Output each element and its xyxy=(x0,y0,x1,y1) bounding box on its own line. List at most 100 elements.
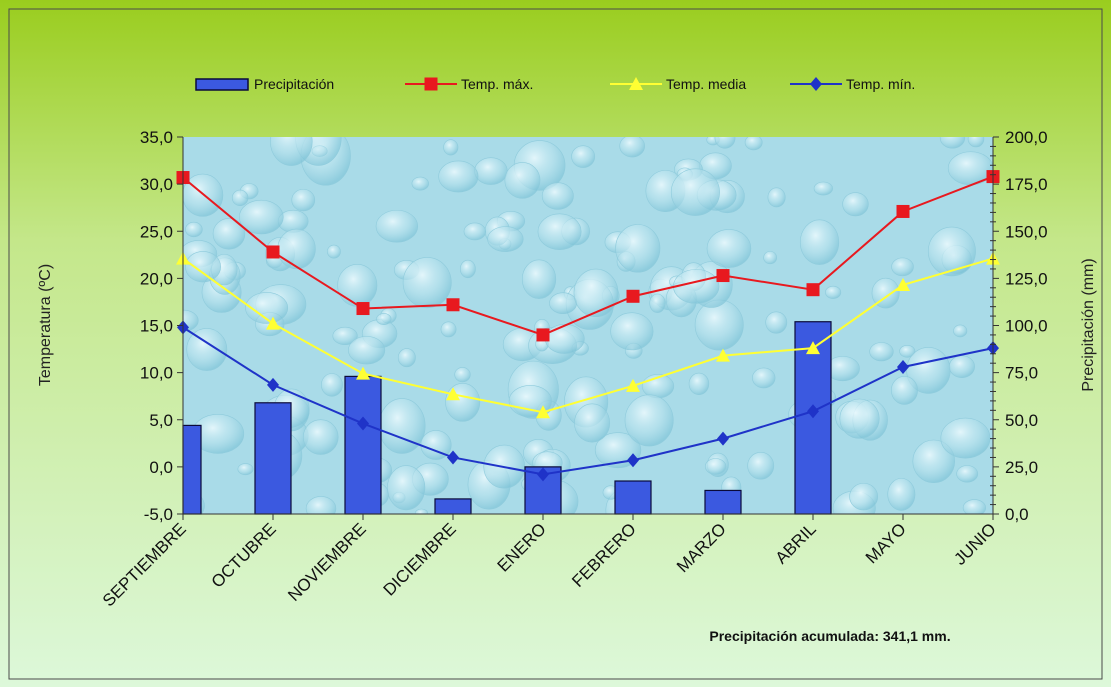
water-drop xyxy=(445,382,481,422)
temp-mean-marker xyxy=(446,387,460,401)
water-drop xyxy=(899,344,916,358)
water-drop xyxy=(706,229,752,268)
precipitation-bar xyxy=(614,480,652,515)
left-tick-label: 10,0 xyxy=(140,364,173,383)
water-drop xyxy=(376,313,392,325)
water-drop xyxy=(887,478,916,511)
precipitation-bar xyxy=(704,489,742,515)
water-drop xyxy=(956,465,979,483)
water-drop xyxy=(839,398,880,439)
temp-max-marker xyxy=(536,328,550,342)
water-drop xyxy=(940,417,991,459)
temp-mean-line xyxy=(182,257,994,414)
water-drop xyxy=(212,218,246,250)
water-drop xyxy=(291,188,316,212)
water-drop xyxy=(939,137,966,149)
water-drop xyxy=(459,259,476,279)
legend-label: Precipitación xyxy=(254,76,334,92)
precipitation-bar xyxy=(254,402,292,515)
legend-marker xyxy=(424,77,438,91)
temp-min-marker xyxy=(357,416,369,431)
right-tick-label: 200,0 xyxy=(1005,128,1048,147)
temp-mean-marker xyxy=(266,316,280,330)
temp-max-marker xyxy=(806,283,820,297)
water-drop xyxy=(305,496,337,514)
right-axis-ticks: 0,0 25,0 50,0 75,0 100,0 125,0 150,0 175,0 200,0 xyxy=(990,128,1048,524)
legend-marker xyxy=(629,77,643,90)
water-drop xyxy=(238,199,284,235)
temp-mean-marker xyxy=(896,277,910,291)
water-drop xyxy=(327,244,341,259)
water-drop xyxy=(842,192,869,217)
water-drop xyxy=(649,293,666,313)
temp-min-marker xyxy=(537,467,549,482)
water-drop xyxy=(948,355,975,378)
water-drop xyxy=(962,499,987,514)
temp-min-marker xyxy=(627,453,639,468)
water-drop xyxy=(673,269,720,304)
temp-mean-marker xyxy=(716,348,730,362)
left-axis-ticks: -5,0 0,0 5,0 10,0 15,0 20,0 25,0 30,0 35,0 xyxy=(140,128,183,524)
right-tick-label: 0,0 xyxy=(1005,505,1029,524)
water-drop xyxy=(574,403,611,443)
legend-marker xyxy=(810,77,822,91)
water-drop xyxy=(302,419,339,455)
water-drop xyxy=(694,299,744,351)
temp-mean-marker xyxy=(806,341,820,355)
temp-min-marker xyxy=(717,431,729,446)
water-drop xyxy=(443,139,459,156)
water-drop xyxy=(573,268,619,318)
water-drop xyxy=(747,451,775,480)
accumulated-precipitation-note: Precipitación acumulada: 341,1 mm. xyxy=(709,628,950,644)
water-drop xyxy=(541,182,574,210)
water-drop xyxy=(544,324,585,354)
water-drop xyxy=(474,157,508,185)
water-drop xyxy=(463,222,486,241)
water-drop xyxy=(454,367,471,383)
temp-min-line xyxy=(182,326,994,476)
water-drop xyxy=(610,312,654,351)
right-tick-label: 25,0 xyxy=(1005,458,1038,477)
water-drop xyxy=(767,187,786,208)
water-drop xyxy=(619,137,645,158)
water-drop xyxy=(186,328,228,371)
left-tick-label: 20,0 xyxy=(140,269,173,288)
water-drop xyxy=(270,137,313,166)
water-drop xyxy=(438,160,479,193)
right-tick-label: 175,0 xyxy=(1005,175,1048,194)
water-drop xyxy=(537,213,582,250)
water-drop xyxy=(397,348,416,368)
precipitation-bar xyxy=(344,375,382,515)
temp-max-marker xyxy=(446,298,460,312)
water-drop xyxy=(912,439,955,484)
right-tick-label: 125,0 xyxy=(1005,269,1048,288)
legend-swatch-precipitation xyxy=(195,78,249,91)
water-drop xyxy=(891,257,914,277)
water-drop xyxy=(624,394,674,447)
temp-max-marker xyxy=(266,245,280,259)
water-drop xyxy=(704,458,727,475)
water-drop xyxy=(825,285,842,299)
right-tick-label: 100,0 xyxy=(1005,317,1048,336)
water-drop xyxy=(521,259,557,299)
water-drop xyxy=(387,465,426,511)
left-tick-label: 15,0 xyxy=(140,317,173,336)
water-drop xyxy=(799,219,840,265)
temp-mean-marker xyxy=(626,378,640,392)
water-drop xyxy=(332,326,358,345)
water-drop xyxy=(744,137,763,151)
water-drop xyxy=(688,372,710,396)
temp-max-line xyxy=(182,175,994,336)
water-drop xyxy=(237,463,254,476)
left-tick-label: -5,0 xyxy=(144,505,173,524)
water-drop xyxy=(765,311,788,334)
legend-label: Temp. mín. xyxy=(846,76,915,92)
water-drop xyxy=(953,324,968,338)
right-tick-label: 150,0 xyxy=(1005,222,1048,241)
left-tick-label: 25,0 xyxy=(140,222,173,241)
precipitation-bar xyxy=(182,424,202,515)
left-tick-label: 0,0 xyxy=(149,458,173,477)
left-tick-label: 35,0 xyxy=(140,128,173,147)
